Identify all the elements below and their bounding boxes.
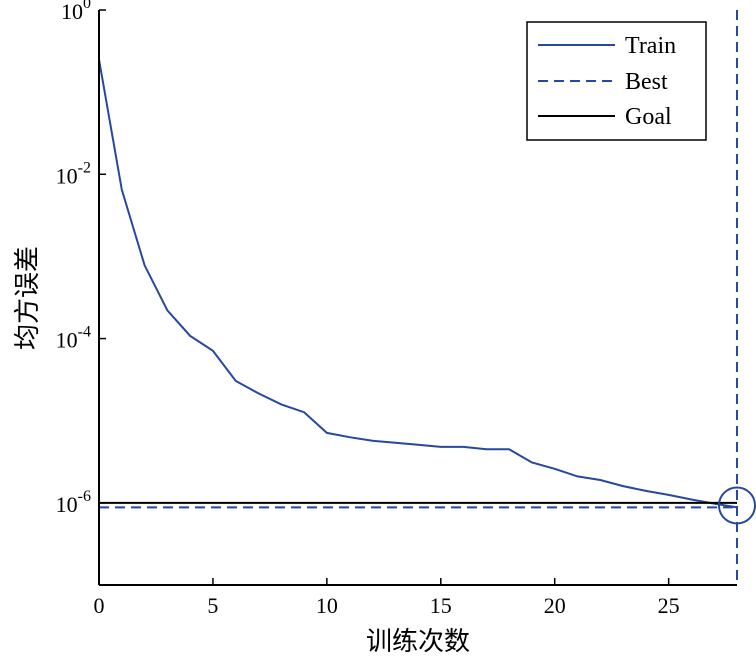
y-tick-label: 100: [61, 0, 91, 24]
y-ticks: 100 10-2 10-4 10-6: [56, 0, 106, 517]
x-tick-label: 25: [658, 593, 680, 618]
axes: [98, 10, 737, 586]
legend: Train Best Goal: [526, 21, 707, 141]
x-tick-label: 15: [430, 593, 452, 618]
y-tick-label: 10-2: [56, 159, 91, 188]
y-axis-title: 均方误差: [13, 246, 43, 350]
x-axis-title: 训练次数: [366, 627, 470, 657]
legend-box: [526, 21, 707, 141]
legend-label-goal: Goal: [625, 104, 672, 130]
plot-area: [98, 10, 756, 585]
legend-label-train: Train: [625, 33, 676, 59]
x-ticks: 0 5 10 15 20 25: [94, 578, 680, 618]
best-point-marker: [718, 486, 756, 525]
legend-label-best: Best: [625, 69, 668, 95]
x-tick-label: 20: [544, 593, 566, 618]
y-tick-label: 10-4: [56, 324, 91, 353]
series-line-train: [98, 59, 738, 509]
x-tick-label: 0: [94, 593, 105, 618]
y-tick-label: 10-6: [56, 488, 91, 517]
x-tick-label: 10: [316, 593, 338, 618]
x-tick-label: 5: [207, 593, 218, 618]
